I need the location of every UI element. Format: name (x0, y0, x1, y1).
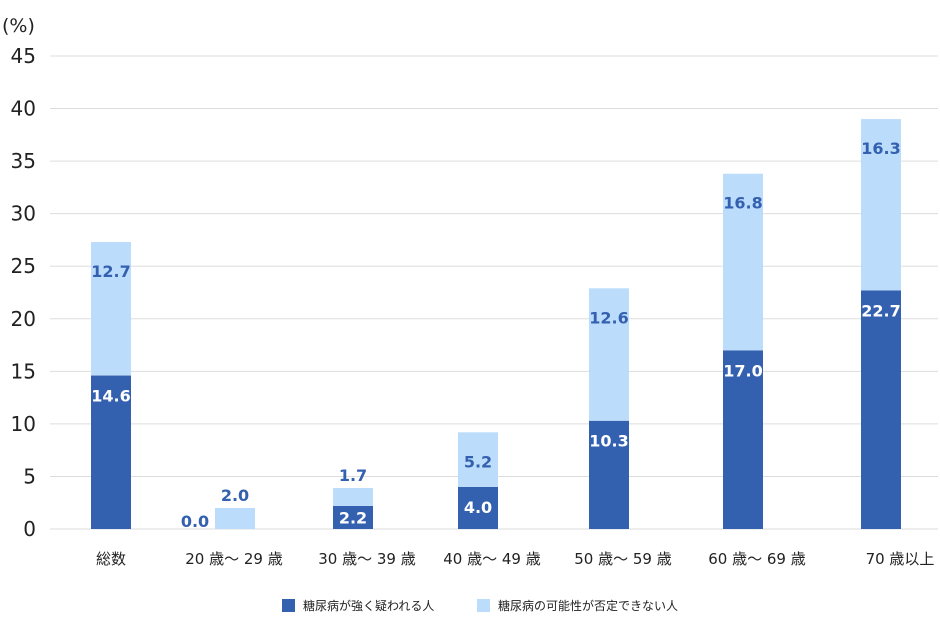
data-label-upper-0: 12.7 (91, 262, 130, 281)
bar-lower-6 (861, 290, 901, 529)
x-category-label: 20 歳～ 29 歳 (185, 550, 282, 568)
legend: 糖尿病が強く疑われる人 糖尿病の可能性が否定できない人 (282, 598, 678, 613)
y-tick-label: 10 (11, 412, 36, 436)
legend-label-0: 糖尿病が強く疑われる人 (303, 598, 434, 613)
x-category-label: 60 歳～ 69 歳 (708, 550, 805, 568)
y-tick-label: 15 (11, 359, 36, 383)
data-label-upper-1: 2.0 (221, 486, 249, 505)
y-tick-label: 20 (11, 307, 36, 331)
data-label-upper-2: 1.7 (339, 466, 367, 485)
bar-lower-5 (723, 350, 763, 529)
y-tick-label: 30 (11, 202, 36, 226)
data-label-upper-5: 16.8 (723, 194, 762, 213)
x-category-label: 総数 (96, 550, 126, 568)
data-label-upper-3: 5.2 (464, 452, 492, 471)
y-tick-label: 5 (23, 464, 36, 488)
x-category-label: 50 歳～ 59 歳 (574, 550, 671, 568)
bar-lower-0 (91, 375, 131, 529)
data-label-lower-1: 0.0 (181, 512, 209, 531)
legend-label-1: 糖尿病の可能性が否定できない人 (498, 598, 678, 613)
data-label-upper-6: 16.3 (861, 139, 900, 158)
bar-upper-0 (91, 242, 131, 376)
legend-swatch-1 (477, 599, 490, 612)
bar-lower-2 (333, 505, 373, 529)
data-label-upper-4: 12.6 (589, 308, 628, 327)
x-axis-categories: 総数 20 歳～ 29 歳 30 歳～ 39 歳 40 歳～ 49 歳 50 歳～ 59… (96, 550, 934, 568)
data-labels: 14.6 12.7 0.0 2.0 2.2 1.7 4.0 5.2 10.3 12.6 17.0 16… (91, 139, 900, 531)
bar-lower-3 (458, 486, 498, 529)
bar-upper-3 (458, 432, 498, 487)
data-label-lower-3: 4.0 (464, 498, 492, 517)
bar-upper-2 (333, 488, 373, 506)
bar-upper-5 (723, 173, 763, 351)
x-category-label: 30 歳～ 39 歳 (318, 550, 415, 568)
y-tick-label: 40 (11, 97, 36, 121)
gridlines (50, 55, 938, 530)
bar-lower-4 (589, 420, 629, 529)
y-tick-label: 35 (11, 149, 36, 173)
x-category-label: 70 歳以上 (866, 550, 935, 568)
y-tick-label: 0 (23, 517, 36, 541)
data-label-lower-0: 14.6 (91, 387, 130, 406)
bar-upper-6 (861, 119, 901, 291)
data-label-lower-2: 2.2 (339, 508, 367, 527)
y-axis-unit-label: (%) (2, 15, 35, 37)
x-category-label: 40 歳～ 49 歳 (443, 550, 540, 568)
y-axis-ticks: 0 5 10 15 20 25 30 35 40 45 (11, 44, 36, 541)
data-label-lower-5: 17.0 (723, 361, 762, 380)
data-label-lower-4: 10.3 (589, 432, 628, 451)
bar-upper-1 (215, 507, 255, 529)
y-tick-label: 45 (11, 44, 36, 68)
data-label-lower-6: 22.7 (861, 301, 900, 320)
bars (91, 119, 901, 529)
bar-upper-4 (589, 288, 629, 421)
y-tick-label: 25 (11, 254, 36, 278)
legend-swatch-0 (282, 599, 295, 612)
